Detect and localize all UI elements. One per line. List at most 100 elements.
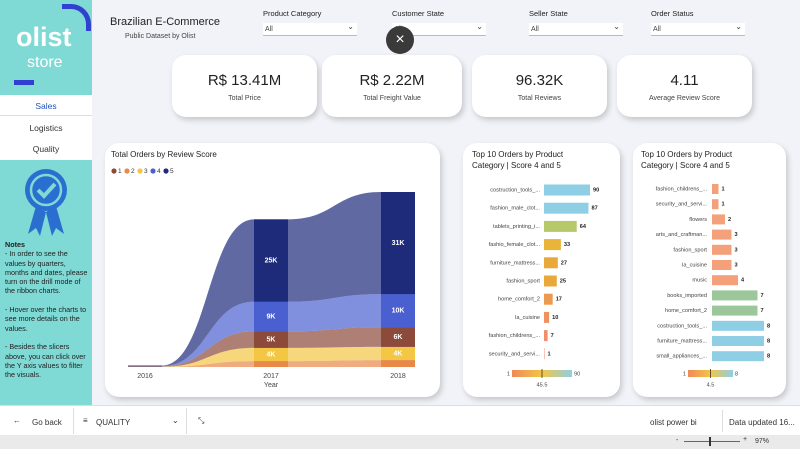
value-label: 3 — [735, 247, 738, 253]
zoom-in[interactable]: + — [743, 436, 748, 443]
x-tick-label: 2016 — [137, 373, 153, 380]
legend-marker — [137, 168, 143, 174]
y-tick-label: furniture_mattress... — [490, 260, 540, 266]
value-label: 87 — [591, 206, 597, 212]
go-back[interactable]: Go back — [32, 418, 62, 427]
kpi-value: 96.32K — [515, 72, 564, 89]
column-segment — [254, 347, 288, 362]
value-label: 6K — [394, 334, 403, 341]
bar — [712, 260, 732, 270]
zoom-out[interactable]: - — [676, 437, 679, 444]
page-chevron[interactable]: ⌄ — [172, 416, 179, 425]
legend-label: 4 — [157, 168, 161, 175]
bar — [544, 293, 553, 305]
bar — [712, 275, 738, 286]
slicer-dropdown[interactable]: All — [263, 20, 357, 36]
value-label: 9K — [267, 313, 276, 320]
nav-quality[interactable]: Quality — [32, 144, 60, 154]
note: - In order to see the values by quarters… — [5, 249, 88, 296]
kpi-card: R$ 2.22M Total Freight Value — [322, 55, 462, 117]
notes: Notes - In order to see the values by qu… — [5, 240, 89, 379]
kpi-card: 96.32K Total Reviews — [472, 55, 607, 117]
bar — [544, 220, 577, 232]
y-tick-label: fashion_childrens_... — [656, 186, 708, 192]
back-arrow[interactable]: ← — [13, 416, 21, 425]
value-label: 64 — [580, 224, 587, 230]
y-tick-label: furniture_mattress... — [657, 338, 707, 344]
color-scale-mid-label: 45.5 — [537, 382, 548, 388]
divider — [73, 408, 74, 434]
value-label: 2 — [728, 217, 731, 223]
data-updated: Data updated 16... — [729, 418, 795, 427]
value-label: 1 — [548, 351, 551, 357]
value-label: 17 — [556, 297, 562, 303]
value-label: 90 — [593, 187, 599, 193]
value-label: 1 — [722, 186, 725, 192]
value-label: 33 — [564, 242, 570, 248]
notes-title: Notes — [5, 240, 25, 249]
title: Brazilian E-Commerce — [110, 16, 221, 28]
nav-panel: Sales Logistics Quality — [0, 95, 92, 160]
report-name: olist power bi — [650, 418, 697, 427]
value-label: 4K — [394, 350, 403, 357]
value-label: 27 — [561, 260, 567, 266]
slicer-label: Customer State — [392, 9, 445, 18]
kpi-label: Total Price — [228, 95, 261, 102]
value-label: 8 — [767, 323, 770, 329]
y-tick-label: arts_and_craftman... — [656, 232, 708, 238]
bar — [712, 305, 758, 316]
legend-marker — [163, 168, 169, 174]
column-segment — [254, 219, 288, 302]
bar — [712, 229, 732, 240]
bar — [544, 330, 548, 342]
y-tick-label: fashion_male_clot... — [490, 206, 540, 212]
x-axis-title: Year — [264, 382, 279, 389]
nav-logistics[interactable]: Logistics — [29, 123, 63, 133]
x-tick-label: 2018 — [390, 373, 406, 380]
value-label: 4K — [267, 351, 276, 358]
y-tick-label: security_and_servi... — [656, 202, 708, 208]
slicer-label: Product Category — [263, 9, 322, 18]
column-segment — [254, 361, 288, 367]
close-button[interactable]: × — [386, 26, 414, 54]
y-tick-label: home_comfort_2 — [665, 308, 707, 314]
value-label: 4 — [741, 278, 745, 284]
zoom-thumb[interactable] — [709, 437, 711, 446]
slicer-label: Order Status — [651, 9, 694, 18]
badge-icon — [25, 169, 67, 236]
value-label: 7 — [551, 333, 554, 339]
zoom-track[interactable] — [684, 441, 740, 442]
y-tick-label: la_cuisine — [515, 315, 540, 321]
badge-inner — [29, 173, 63, 207]
badge-ribbon — [28, 206, 64, 236]
legend-label: 2 — [131, 168, 135, 175]
chart-title: Top 10 Orders by Product Category | Scor… — [641, 150, 733, 170]
y-tick-label: fashio_female_clot... — [489, 242, 541, 248]
column-segment — [254, 301, 288, 332]
column-segment — [381, 360, 415, 367]
value-label: 25 — [560, 278, 566, 284]
column-segment — [381, 346, 415, 361]
column-segment — [381, 192, 415, 295]
bar — [712, 320, 764, 331]
chart-title: Top 10 Orders by Product Category | Scor… — [472, 150, 564, 170]
slicer-dropdown[interactable]: All — [651, 20, 745, 36]
bar — [712, 244, 732, 255]
bar — [712, 336, 764, 346]
collapse-icon[interactable]: ⤡ — [198, 416, 205, 425]
status-bar: - + 97% — [0, 435, 800, 449]
badge-check — [36, 182, 57, 199]
y-tick-label: costruction_tools_... — [490, 187, 540, 193]
page-name[interactable]: QUALITY — [96, 418, 131, 427]
logo-text: olist — [16, 22, 72, 52]
kpi-label: Average Review Score — [648, 95, 721, 102]
y-tick-label: flowers — [689, 217, 707, 223]
value-label: 7 — [761, 293, 764, 299]
bar — [544, 257, 558, 269]
bar-card: Top 10 Orders by Product Category | Scor… — [463, 143, 620, 397]
bar — [712, 290, 758, 301]
slicer-dropdown[interactable]: All — [529, 20, 623, 36]
nav-sales[interactable]: Sales — [0, 101, 92, 116]
